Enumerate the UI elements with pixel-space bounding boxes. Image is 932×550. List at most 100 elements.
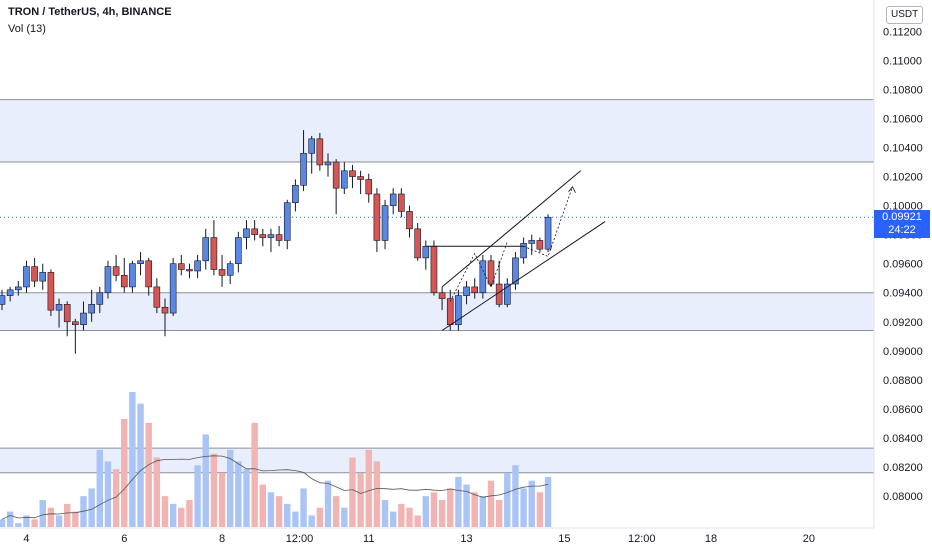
volume-indicator-label[interactable]: Vol (13): [8, 23, 46, 35]
volume-bar: [88, 488, 95, 527]
channel-lower-line: [441, 221, 606, 331]
candle-body: [300, 153, 307, 186]
candle-body: [120, 275, 128, 288]
candle-body: [137, 260, 144, 264]
volume-bar: [194, 465, 201, 527]
candle-body: [340, 170, 348, 189]
chart-title: TRON / TetherUS, 4h, BINANCE: [8, 6, 172, 18]
candle-body: [178, 263, 185, 270]
candle-body: [292, 184, 299, 204]
candle-body: [251, 228, 258, 235]
volume-bar: [121, 419, 128, 527]
candle-body: [512, 257, 519, 285]
candle-body: [438, 292, 446, 299]
volume-bar: [300, 488, 307, 527]
volume-bar: [316, 507, 324, 527]
volume-bars: [0, 392, 552, 527]
volume-bar: [398, 503, 405, 527]
volume-bar: [447, 488, 454, 527]
volume-bar: [259, 484, 266, 527]
volume-bar: [487, 480, 495, 527]
time-axis[interactable]: 4 6 8 12:00 11 13 15 12:00 18 20: [23, 533, 815, 545]
candle-body: [104, 266, 112, 294]
time-tick-label: 8: [219, 533, 225, 545]
volume-bar: [129, 392, 136, 527]
volume-bar: [504, 473, 511, 527]
candle-body: [194, 260, 201, 272]
volume-bar: [512, 465, 519, 527]
volume-ma-line: [1, 455, 549, 520]
zone-fill: [0, 292, 874, 331]
projection-path: [449, 241, 508, 302]
volume-bar: [169, 503, 177, 527]
candle-body: [398, 193, 405, 212]
volume-bar: [422, 496, 429, 527]
candle-body: [145, 260, 152, 288]
candle-body: [72, 321, 79, 325]
candle-body: [373, 193, 381, 241]
price-tick-label: 0.11200: [883, 26, 922, 38]
volume-bar: [463, 484, 470, 527]
candle-body: [243, 228, 250, 238]
volume-bar: [414, 515, 421, 527]
price-tick-label: 0.09600: [883, 259, 923, 271]
zone-fill: [0, 99, 874, 163]
candle-body: [463, 286, 470, 296]
volume-bar: [72, 511, 79, 527]
volume-bar: [227, 449, 234, 527]
price-tick-label: 0.10600: [883, 113, 923, 125]
volume-bar: [210, 453, 218, 527]
candle-body: [63, 304, 71, 323]
volume-bar: [438, 500, 446, 527]
volume-bar: [308, 515, 315, 527]
candle-body: [520, 243, 527, 259]
candle-body: [88, 304, 95, 314]
time-tick-label: 11: [363, 533, 374, 545]
candle-body: [267, 234, 275, 238]
volume-bar: [218, 473, 226, 527]
candle-body: [446, 298, 454, 325]
candle-body: [536, 240, 544, 250]
candle-body: [202, 237, 210, 262]
price-tick-label: 0.09200: [883, 317, 923, 329]
candle-body: [129, 263, 136, 288]
candle-body: [153, 286, 161, 308]
volume-bar: [104, 461, 112, 527]
candle-body: [169, 263, 177, 314]
time-tick-label: 12:00: [286, 533, 314, 545]
candle-body: [47, 272, 55, 311]
volume-bar: [186, 500, 193, 527]
volume-bar: [137, 403, 144, 527]
volume-bar: [536, 492, 544, 527]
volume-bar: [479, 496, 487, 527]
candle-body: [487, 260, 495, 285]
price-tick-label: 0.10400: [883, 143, 923, 155]
volume-bar: [55, 515, 63, 527]
volume-bar: [373, 461, 381, 527]
candle-body: [31, 266, 38, 282]
candle-body: [23, 266, 30, 288]
volume-bar: [153, 457, 161, 527]
volume-bar: [31, 519, 38, 527]
price-axis[interactable]: 0.11200 0.11000 0.10800 0.10600 0.10400 0.102…: [883, 26, 923, 503]
volume-bar: [381, 500, 389, 527]
candlestick-series: [0, 130, 552, 354]
price-tick-label: 0.11000: [883, 55, 922, 67]
candle-body: [316, 138, 324, 166]
candle-body: [503, 283, 511, 305]
candle-body: [381, 205, 389, 241]
volume-bar: [365, 449, 372, 527]
candle-body: [210, 237, 218, 270]
volume-bar: [235, 461, 242, 527]
volume-bar: [357, 473, 364, 527]
candle-body: [349, 170, 356, 177]
volume-bar: [0, 519, 6, 527]
volume-bar: [332, 496, 340, 527]
candle-body: [80, 312, 87, 325]
volume-bar: [520, 488, 527, 527]
time-tick-label: 4: [23, 533, 29, 545]
candle-body: [406, 211, 413, 230]
price-tick-label: 0.09000: [883, 346, 923, 358]
currency-button[interactable]: USDT: [886, 6, 924, 24]
